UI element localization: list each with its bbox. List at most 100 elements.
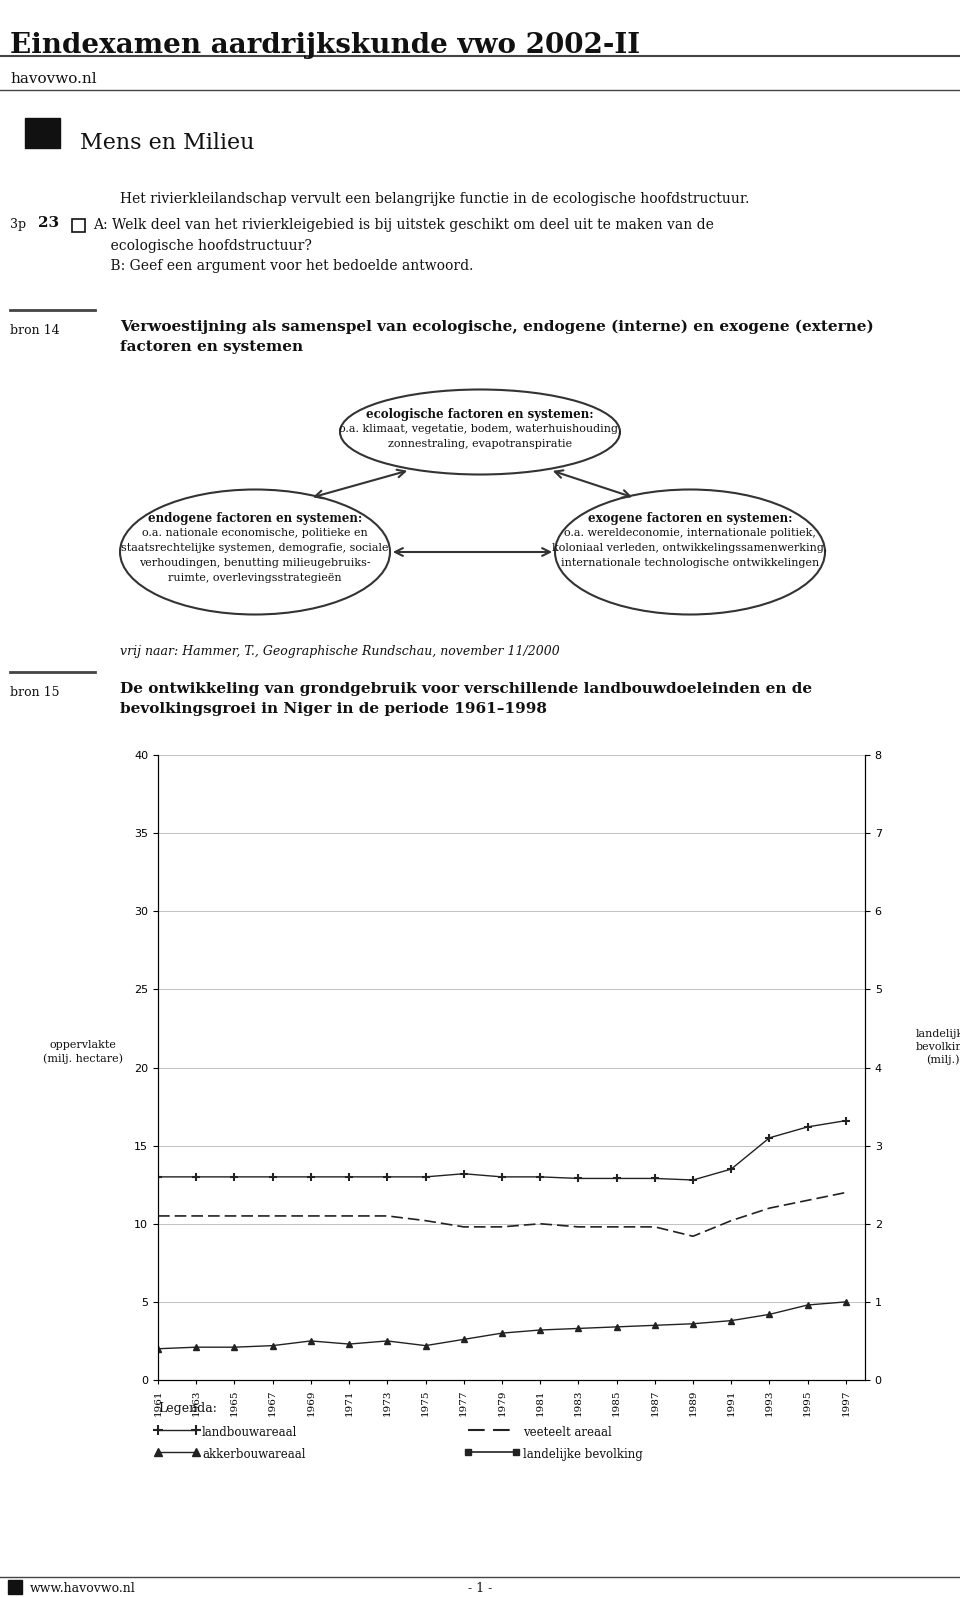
landbouwareaal — [840, 1112, 852, 1131]
Bar — [72, 219, 85, 232]
landbouwareaal — [344, 1167, 355, 1187]
veeteelt areaal — [649, 1217, 660, 1236]
Text: o.a. nationale economische, politieke en: o.a. nationale economische, politieke en — [142, 529, 368, 538]
Text: verhoudingen, benutting milieugebruiks-: verhoudingen, benutting milieugebruiks- — [139, 557, 371, 569]
landbouwareaal — [535, 1167, 546, 1187]
Bar — [25, 118, 60, 149]
landbouwareaal — [305, 1167, 317, 1187]
landelijke bevolking — [267, 57, 278, 77]
Text: Legenda:: Legenda: — [158, 1402, 217, 1415]
Text: Het rivierkleilandschap vervult een belangrijke functie in de ecologische hoofds: Het rivierkleilandschap vervult een bela… — [120, 192, 750, 206]
landbouwareaal — [611, 1169, 622, 1188]
veeteelt areaal — [381, 1206, 393, 1225]
Ellipse shape — [120, 490, 390, 615]
landbouwareaal — [267, 1167, 278, 1187]
landbouwareaal — [726, 1159, 737, 1179]
akkerbouwareaal — [572, 1319, 584, 1338]
akkerbouwareaal — [153, 1340, 164, 1359]
landbouwareaal — [420, 1167, 431, 1187]
akkerbouwareaal — [496, 1324, 508, 1343]
landbouwareaal — [458, 1164, 469, 1183]
akkerbouwareaal — [726, 1311, 737, 1330]
Text: akkerbouwareaal: akkerbouwareaal — [202, 1448, 305, 1461]
akkerbouwareaal — [687, 1314, 699, 1333]
Line: akkerbouwareaal: akkerbouwareaal — [155, 1298, 850, 1353]
Text: - 1 -: - 1 - — [468, 1583, 492, 1595]
Line: landelijke bevolking: landelijke bevolking — [155, 0, 850, 227]
Text: endogene factoren en systemen:: endogene factoren en systemen: — [148, 513, 362, 525]
Text: Verwoestijning als samenspel van ecologische, endogene (interne) en exogene (ext: Verwoestijning als samenspel van ecologi… — [120, 319, 874, 355]
Text: staatsrechtelijke systemen, demografie, sociale: staatsrechtelijke systemen, demografie, … — [121, 543, 389, 553]
veeteelt areaal — [458, 1217, 469, 1236]
Text: Mens en Milieu: Mens en Milieu — [80, 133, 254, 153]
akkerbouwareaal — [458, 1330, 469, 1349]
landbouwareaal — [764, 1127, 776, 1147]
landbouwareaal — [687, 1171, 699, 1190]
akkerbouwareaal — [190, 1338, 202, 1357]
Ellipse shape — [340, 390, 620, 474]
veeteelt areaal — [496, 1217, 508, 1236]
Text: exogene factoren en systemen:: exogene factoren en systemen: — [588, 513, 792, 525]
veeteelt areaal — [153, 1206, 164, 1225]
akkerbouwareaal — [649, 1316, 660, 1335]
Text: bron 14: bron 14 — [10, 324, 60, 337]
Text: 23: 23 — [38, 216, 60, 230]
landelijke bevolking — [153, 214, 164, 233]
veeteelt areaal — [267, 1206, 278, 1225]
landelijke bevolking — [228, 120, 240, 139]
Text: oppervlakte
(milj. hectare): oppervlakte (milj. hectare) — [43, 1040, 123, 1064]
akkerbouwareaal — [840, 1292, 852, 1311]
Text: veeteelt areaal: veeteelt areaal — [523, 1426, 612, 1439]
akkerbouwareaal — [228, 1338, 240, 1357]
Line: landbouwareaal: landbouwareaal — [154, 1116, 850, 1183]
Text: ecologische factoren en systemen:: ecologische factoren en systemen: — [366, 407, 594, 422]
Text: landelijke
bevolking
(milj.): landelijke bevolking (milj.) — [916, 1028, 960, 1065]
veeteelt areaal — [228, 1206, 240, 1225]
veeteelt areaal — [840, 1183, 852, 1203]
Text: o.a. klimaat, vegetatie, bodem, waterhuishouding,: o.a. klimaat, vegetatie, bodem, waterhui… — [339, 423, 621, 434]
veeteelt areaal — [802, 1191, 813, 1211]
akkerbouwareaal — [420, 1337, 431, 1356]
landelijke bevolking — [305, 3, 317, 22]
Text: o.a. wereldeconomie, internationale politiek,: o.a. wereldeconomie, internationale poli… — [564, 529, 816, 538]
Text: 3p: 3p — [10, 219, 26, 232]
landbouwareaal — [802, 1118, 813, 1137]
landbouwareaal — [381, 1167, 393, 1187]
veeteelt areaal — [687, 1226, 699, 1246]
Text: www.havovwo.nl: www.havovwo.nl — [30, 1583, 135, 1595]
veeteelt areaal — [535, 1214, 546, 1233]
Text: Eindexamen aardrijkskunde vwo 2002-II: Eindexamen aardrijkskunde vwo 2002-II — [10, 32, 640, 59]
veeteelt areaal — [726, 1211, 737, 1230]
akkerbouwareaal — [305, 1332, 317, 1351]
veeteelt areaal — [611, 1217, 622, 1236]
landbouwareaal — [572, 1169, 584, 1188]
Text: havovwo.nl: havovwo.nl — [10, 72, 97, 86]
Text: ruimte, overlevingsstrategieën: ruimte, overlevingsstrategieën — [168, 573, 342, 583]
veeteelt areaal — [420, 1211, 431, 1230]
Text: vrij naar: Hammer, T., Geographische Rundschau, november 11/2000: vrij naar: Hammer, T., Geographische Run… — [120, 645, 560, 658]
landbouwareaal — [649, 1169, 660, 1188]
Text: landelijke bevolking: landelijke bevolking — [523, 1448, 643, 1461]
veeteelt areaal — [572, 1217, 584, 1236]
Line: veeteelt areaal: veeteelt areaal — [158, 1193, 846, 1236]
akkerbouwareaal — [611, 1318, 622, 1337]
landbouwareaal — [153, 1167, 164, 1187]
akkerbouwareaal — [764, 1305, 776, 1324]
veeteelt areaal — [305, 1206, 317, 1225]
akkerbouwareaal — [535, 1321, 546, 1340]
akkerbouwareaal — [802, 1295, 813, 1314]
Text: A: Welk deel van het rivierkleigebied is bij uitstek geschikt om deel uit te mak: A: Welk deel van het rivierkleigebied is… — [93, 219, 714, 273]
Text: bron 15: bron 15 — [10, 687, 60, 699]
veeteelt areaal — [764, 1198, 776, 1217]
akkerbouwareaal — [344, 1335, 355, 1354]
Text: De ontwikkeling van grondgebruik voor verschillende landbouwdoeleinden en de
bev: De ontwikkeling van grondgebruik voor ve… — [120, 682, 812, 715]
landbouwareaal — [496, 1167, 508, 1187]
landbouwareaal — [228, 1167, 240, 1187]
veeteelt areaal — [344, 1206, 355, 1225]
Text: zonnestraling, evapotranspiratie: zonnestraling, evapotranspiratie — [388, 439, 572, 449]
akkerbouwareaal — [267, 1337, 278, 1356]
akkerbouwareaal — [381, 1332, 393, 1351]
Text: internationale technologische ontwikkelingen: internationale technologische ontwikkeli… — [561, 557, 819, 569]
landbouwareaal — [190, 1167, 202, 1187]
Text: landbouwareaal: landbouwareaal — [202, 1426, 298, 1439]
